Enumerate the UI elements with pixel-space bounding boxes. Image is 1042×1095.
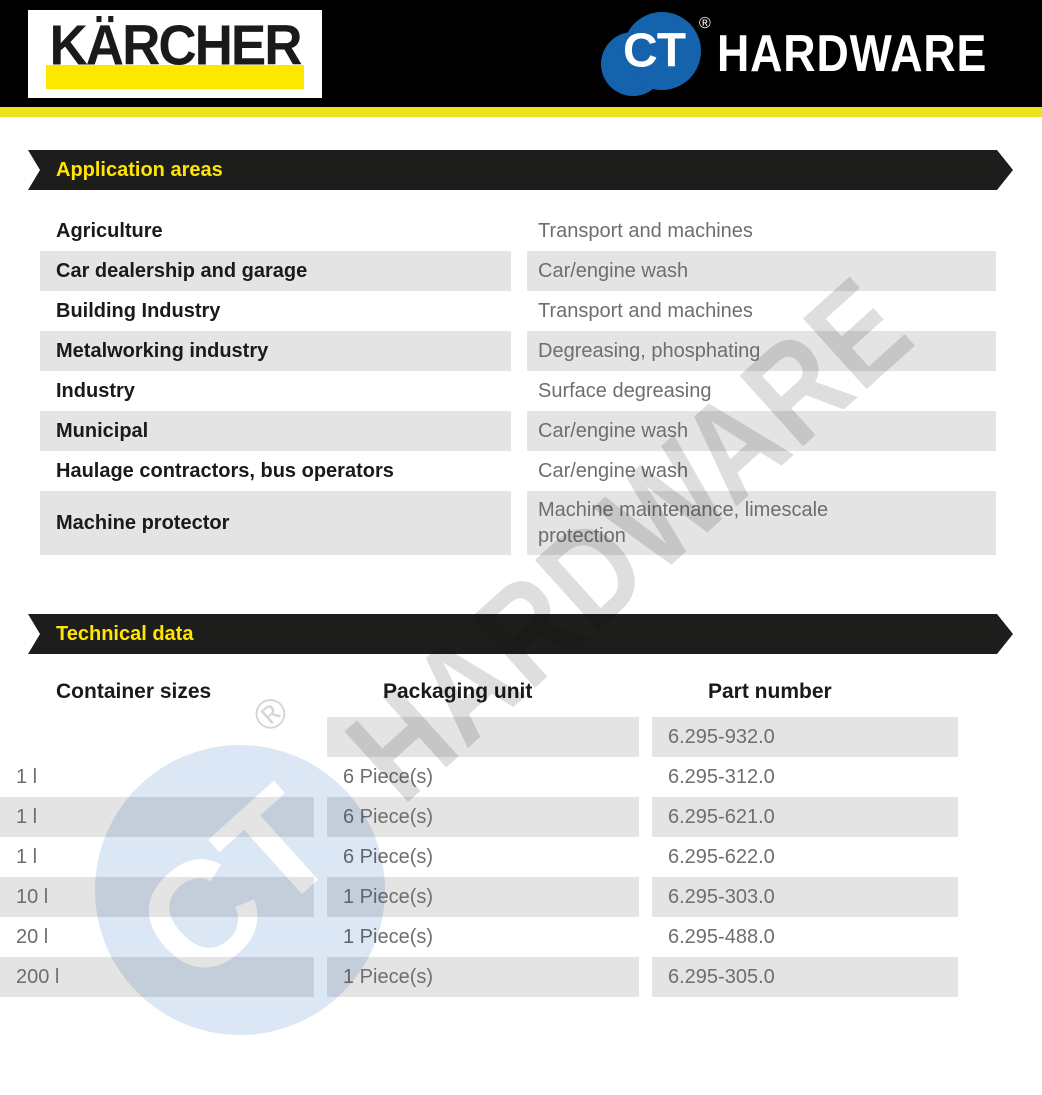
application-area-name: Building Industry [56, 299, 221, 322]
application-area-name: Agriculture [56, 219, 163, 242]
technical-data-title: Technical data [56, 622, 194, 645]
yellow-divider-stripe [0, 107, 1042, 117]
application-area-name: Machine protector [40, 491, 511, 555]
application-areas-title: Application areas [56, 158, 223, 181]
application-area-use: Machine maintenance, limescale protectio… [527, 491, 996, 555]
part-number-cell: 6.295-303.0 [652, 877, 958, 917]
technical-data-row: 10 l 1 Piece(s) 6.295-303.0 [0, 877, 1042, 917]
container-size-cell [0, 717, 314, 757]
technical-data-row: 200 l 1 Piece(s) 6.295-305.0 [0, 957, 1042, 997]
application-area-name: Car dealership and garage [40, 251, 511, 291]
part-number-cell: 6.295-622.0 [668, 845, 775, 868]
application-area-use: Car/engine wash [538, 460, 689, 482]
packaging-unit-cell: 1 Piece(s) [327, 957, 639, 997]
packaging-unit-cell: 6 Piece(s) [327, 797, 639, 837]
column-header-packaging-unit: Packaging unit [383, 680, 533, 703]
container-size-cell: 1 l [16, 765, 38, 788]
part-number-cell: 6.295-621.0 [652, 797, 958, 837]
container-size-cell: 10 l [0, 877, 314, 917]
application-area-name: Industry [56, 379, 135, 402]
part-number-cell: 6.295-305.0 [652, 957, 958, 997]
container-size-cell: 200 l [0, 957, 314, 997]
application-area-use: Car/engine wash [527, 251, 996, 291]
packaging-unit-cell: 6 Piece(s) [343, 765, 434, 788]
ct-logo-text: CT [623, 24, 686, 78]
content: Application areas Agriculture Transport a… [0, 150, 1042, 997]
technical-data-ribbon: Technical data [28, 614, 1013, 654]
hardware-wordmark: HARDWARE [716, 24, 988, 83]
registered-trademark-icon: ® [699, 14, 711, 32]
technical-data-row: 1 l 6 Piece(s) 6.295-312.0 [0, 757, 1042, 797]
application-area-name: Metalworking industry [40, 331, 511, 371]
application-area-name: Haulage contractors, bus operators [56, 459, 394, 482]
application-row: Machine protector Machine maintenance, li… [40, 491, 996, 555]
application-areas-table: Agriculture Transport and machines Car dea… [40, 211, 996, 555]
ct-logo-icon: CT [601, 11, 703, 96]
technical-data-table: 6.295-932.0 1 l 6 Piece(s) 6.295-312.0 1 l 6 … [0, 717, 1042, 997]
application-areas-ribbon: Application areas [28, 150, 1013, 190]
packaging-unit-cell: 1 Piece(s) [343, 925, 434, 948]
part-number-cell: 6.295-488.0 [668, 925, 775, 948]
part-number-cell: 6.295-932.0 [652, 717, 958, 757]
application-row: Haulage contractors, bus operators Car/en… [40, 451, 996, 491]
technical-data-row: 6.295-932.0 [0, 717, 1042, 757]
container-size-cell: 1 l [16, 845, 38, 868]
application-area-use: Degreasing, phosphating [527, 331, 996, 371]
application-row: Municipal Car/engine wash [40, 411, 996, 451]
application-row: Industry Surface degreasing [40, 371, 996, 411]
technical-data-row: 1 l 6 Piece(s) 6.295-621.0 [0, 797, 1042, 837]
application-area-use: Surface degreasing [538, 380, 712, 402]
application-row: Building Industry Transport and machines [40, 291, 996, 331]
technical-data-column-headers: Container sizes Packaging unit Part numb… [40, 680, 998, 704]
application-row: Metalworking industry Degreasing, phospha… [40, 331, 996, 371]
part-number-cell: 6.295-312.0 [668, 765, 775, 788]
container-size-cell: 1 l [0, 797, 314, 837]
technical-data-row: 20 l 1 Piece(s) 6.295-488.0 [0, 917, 1042, 957]
packaging-unit-cell: 1 Piece(s) [327, 877, 639, 917]
application-row: Car dealership and garage Car/engine wash [40, 251, 996, 291]
column-header-part-number: Part number [708, 680, 832, 703]
karcher-yellow-bar [46, 65, 304, 89]
top-banner: KÄRCHER CT ® HARDWARE [0, 0, 1042, 107]
karcher-logo: KÄRCHER [28, 10, 322, 98]
application-area-use: Transport and machines [538, 220, 753, 242]
ct-hardware-logo: CT ® HARDWARE [601, 0, 1031, 107]
karcher-logo-text: KÄRCHER [49, 14, 303, 78]
application-area-use: Car/engine wash [527, 411, 996, 451]
packaging-unit-cell: 6 Piece(s) [343, 845, 434, 868]
application-row: Agriculture Transport and machines [40, 211, 996, 251]
technical-data-row: 1 l 6 Piece(s) 6.295-622.0 [0, 837, 1042, 877]
packaging-unit-cell [327, 717, 639, 757]
application-area-use: Transport and machines [538, 300, 753, 322]
column-header-container-sizes: Container sizes [56, 680, 212, 703]
container-size-cell: 20 l [16, 925, 49, 948]
application-area-name: Municipal [40, 411, 511, 451]
